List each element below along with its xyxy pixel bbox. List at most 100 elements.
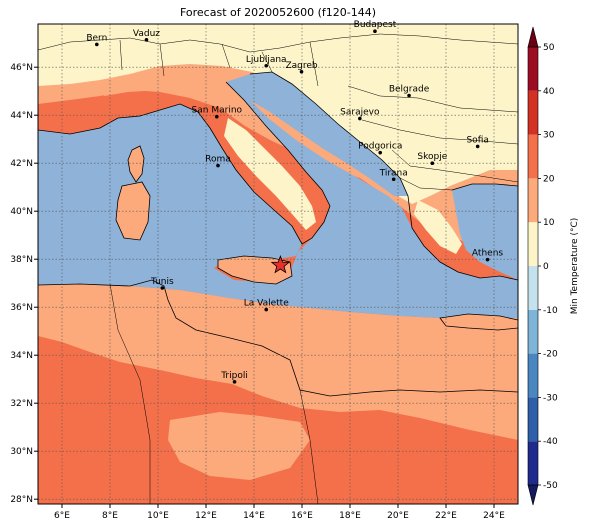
coastline-sardinia xyxy=(115,181,151,241)
band-10-20-po xyxy=(100,70,250,100)
x-tick-label: 18°E xyxy=(339,511,361,521)
city-dot xyxy=(475,144,480,149)
city-dot xyxy=(144,38,149,42)
colorbar-segment xyxy=(528,178,538,223)
coastline-crete xyxy=(439,313,518,331)
y-tick-label: 32°N xyxy=(10,399,33,409)
colorbar-tick-label: -40 xyxy=(543,437,558,447)
colorbar-tick-label: 0 xyxy=(543,262,549,272)
coastline-balkans xyxy=(249,71,518,281)
y-tick-label: 40°N xyxy=(10,207,33,217)
city-label: Podgorica xyxy=(358,142,402,152)
axis-ticks: 6°E 8°E 10°E 12°E 14°E 16°E 18°E 20°E 22°E 24°E 28… xyxy=(10,63,505,521)
colorbar-extend-max xyxy=(527,26,539,48)
colorbar-tick-label: -10 xyxy=(543,306,558,316)
colorbar-tick-label: -30 xyxy=(543,393,558,403)
colorbar-segment xyxy=(528,353,538,398)
band-10-20-sahara xyxy=(168,412,310,480)
colorbar-tick-label: -20 xyxy=(543,350,558,360)
grid-lines xyxy=(38,24,518,504)
city-label: Ljubljana xyxy=(246,55,287,65)
colorbar-title: Min Temperature (°C) xyxy=(570,218,580,315)
coastline-africa xyxy=(38,279,518,397)
city-dot xyxy=(264,307,269,312)
colorbar-segment xyxy=(528,47,538,91)
coastline-italy xyxy=(38,81,331,245)
colorbar-segment xyxy=(528,90,538,135)
city-label: Vaduz xyxy=(133,29,160,39)
colorbar-segment xyxy=(528,222,538,266)
x-tick-label: 16°E xyxy=(291,511,313,521)
star-icon xyxy=(270,255,291,274)
city-label: Athens xyxy=(472,249,503,259)
city-label: Sofia xyxy=(466,135,488,145)
sea-adriatic xyxy=(226,72,408,196)
city-dot xyxy=(378,150,383,155)
city-label: Zagreb xyxy=(285,61,317,71)
city-dot xyxy=(485,257,490,262)
island-crete xyxy=(440,314,518,330)
city-dot xyxy=(373,29,377,33)
coastline-sicily xyxy=(217,255,293,285)
city-dot xyxy=(160,286,165,290)
colorbar-tick-label: 20 xyxy=(543,174,555,184)
band-0-10-apennines xyxy=(224,118,316,230)
colorbar-tick-label: 40 xyxy=(543,87,555,97)
city-label: Budapest xyxy=(354,20,397,30)
colorbar-extend-min xyxy=(527,484,539,506)
city-dot xyxy=(215,114,219,119)
x-tick-label: 20°E xyxy=(387,511,409,521)
y-tick-label: 46°N xyxy=(10,63,33,73)
x-tick-label: 12°E xyxy=(195,511,217,521)
city-label: Bern xyxy=(86,33,107,43)
city-label: Roma xyxy=(205,155,231,165)
coastline-aegean xyxy=(451,183,518,191)
city-label: Sarajevo xyxy=(340,108,380,118)
colorbar-segment xyxy=(528,309,538,354)
map-title: Forecast of 2020052600 (f120-144) xyxy=(179,6,377,19)
x-tick-label: 6°E xyxy=(54,511,70,521)
location-marker xyxy=(270,255,291,274)
colorbar-segment xyxy=(528,397,538,442)
colorbar-tick-label: -50 xyxy=(543,481,558,491)
city-dot xyxy=(407,93,411,98)
colorbar-tick-label: 30 xyxy=(543,131,555,141)
colorbar-segment xyxy=(528,441,538,485)
y-tick-label: 36°N xyxy=(10,303,33,313)
city-dot xyxy=(391,177,396,182)
colorbar-tick-label: 10 xyxy=(543,218,555,228)
city-dot xyxy=(299,69,304,74)
sea-aegean xyxy=(452,184,518,280)
y-tick-label: 28°N xyxy=(10,495,33,505)
city-label: La Valette xyxy=(244,299,289,309)
colorbar: -50 -40 -30 -20 -10 0 10 20 30 40 50 Min Temperatur… xyxy=(527,26,580,506)
y-tick-label: 30°N xyxy=(10,447,33,457)
city-dot xyxy=(216,163,220,168)
city-dot xyxy=(95,42,99,47)
y-tick-label: 34°N xyxy=(10,351,33,361)
x-tick-label: 24°E xyxy=(483,511,505,521)
band-0-10-greece xyxy=(414,200,462,254)
coastline-corsica xyxy=(127,145,145,183)
city-label: Tripoli xyxy=(220,371,248,381)
city-label: Belgrade xyxy=(389,85,430,95)
x-tick-label: 10°E xyxy=(147,511,169,521)
city-dot xyxy=(358,116,362,121)
city-dot xyxy=(232,380,237,384)
y-tick-label: 44°N xyxy=(10,111,33,121)
x-tick-label: 14°E xyxy=(243,511,265,521)
colorbar-tick-label: 50 xyxy=(543,43,555,53)
y-tick-label: 38°N xyxy=(10,255,33,265)
map-frame xyxy=(37,23,519,505)
colorbar-segment xyxy=(528,134,538,179)
band-0-10-alps xyxy=(38,24,518,204)
city-dot xyxy=(264,63,269,68)
city-label: Tunis xyxy=(150,277,174,287)
island-corsica xyxy=(128,146,144,182)
y-tick-label: 42°N xyxy=(10,159,33,169)
borders xyxy=(38,33,518,504)
city-label: Tirana xyxy=(379,168,408,178)
colorbar-segment xyxy=(528,266,538,310)
